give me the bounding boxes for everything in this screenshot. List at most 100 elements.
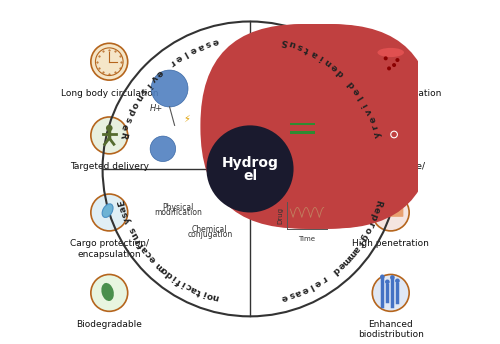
Text: e: e (313, 277, 322, 288)
Circle shape (372, 43, 409, 80)
Text: e: e (147, 253, 158, 264)
Circle shape (272, 181, 284, 193)
Text: R: R (117, 130, 128, 139)
Text: a: a (350, 244, 361, 254)
Text: Physical: Physical (162, 203, 194, 212)
Text: i: i (170, 273, 178, 282)
Text: l: l (308, 281, 315, 291)
Text: el: el (243, 169, 257, 183)
Circle shape (392, 63, 396, 67)
Text: o: o (160, 265, 170, 276)
Text: E: E (117, 199, 128, 207)
Text: Time: Time (298, 236, 316, 242)
Ellipse shape (102, 204, 113, 217)
Text: Compartmentalization: Compartmentalization (340, 88, 442, 97)
Text: Hydrog: Hydrog (222, 156, 278, 170)
Text: d: d (164, 268, 174, 279)
Text: i: i (202, 289, 207, 298)
Text: a: a (190, 283, 198, 294)
Text: Drug: Drug (278, 207, 283, 224)
Text: r: r (168, 57, 176, 67)
Text: m: m (154, 260, 167, 273)
Circle shape (106, 125, 112, 131)
Circle shape (395, 279, 400, 283)
FancyBboxPatch shape (204, 24, 422, 228)
Text: e: e (188, 44, 198, 55)
FancyBboxPatch shape (208, 24, 426, 228)
Circle shape (91, 194, 128, 231)
Text: Drug: Drug (298, 56, 316, 65)
Text: n: n (212, 292, 220, 302)
FancyBboxPatch shape (216, 24, 434, 228)
Text: release: release (293, 60, 321, 69)
Text: r: r (370, 123, 380, 130)
Text: m: m (344, 248, 358, 261)
Circle shape (150, 136, 176, 162)
Text: i: i (180, 279, 188, 288)
Text: Targeted delivery: Targeted delivery (70, 162, 149, 171)
Text: d: d (336, 67, 346, 78)
Text: n: n (323, 56, 334, 68)
Text: S: S (280, 36, 288, 46)
Text: y: y (372, 131, 383, 139)
Text: s: s (288, 290, 295, 300)
Circle shape (387, 66, 391, 71)
Text: • Dox: • Dox (324, 184, 344, 190)
Circle shape (372, 117, 409, 154)
FancyBboxPatch shape (290, 131, 314, 134)
Text: s: s (122, 115, 132, 123)
Text: r: r (366, 220, 376, 228)
Text: f: f (175, 276, 183, 286)
Circle shape (396, 58, 400, 62)
Text: v: v (148, 73, 159, 84)
Text: High penetration: High penetration (352, 239, 429, 248)
FancyBboxPatch shape (290, 127, 314, 130)
Text: Long body circulation: Long body circulation (60, 88, 158, 97)
Text: s: s (138, 86, 148, 96)
Circle shape (206, 125, 294, 213)
Text: p: p (125, 107, 136, 117)
Text: l: l (182, 49, 189, 58)
Text: a: a (140, 244, 150, 255)
Text: micelle: micelle (284, 190, 308, 195)
Text: e: e (212, 36, 220, 46)
Text: e: e (300, 284, 310, 295)
Text: e: e (280, 292, 288, 302)
Text: t: t (196, 286, 203, 296)
Text: r: r (320, 274, 328, 284)
Text: R: R (372, 199, 383, 208)
Text: Enhanced
biodistribution: Enhanced biodistribution (358, 320, 424, 339)
Circle shape (372, 275, 409, 311)
Text: e: e (352, 86, 362, 96)
Text: ⚡: ⚡ (183, 114, 190, 123)
Ellipse shape (378, 48, 404, 57)
Text: e: e (154, 67, 164, 78)
Text: r: r (355, 238, 365, 247)
Text: a: a (310, 48, 320, 59)
Circle shape (372, 194, 409, 231)
Text: y: y (122, 215, 133, 224)
Text: d: d (346, 79, 358, 90)
Text: v: v (364, 107, 374, 116)
Text: modification: modification (154, 208, 202, 217)
FancyBboxPatch shape (290, 136, 314, 138)
Circle shape (385, 279, 390, 284)
Text: e: e (368, 115, 378, 124)
FancyBboxPatch shape (212, 24, 430, 228)
Text: t: t (303, 45, 311, 55)
FancyBboxPatch shape (378, 204, 404, 217)
Text: c: c (184, 281, 194, 292)
Text: e: e (330, 62, 340, 73)
Text: Cargo protection/
encapsulation: Cargo protection/ encapsulation (70, 239, 149, 259)
Text: o: o (206, 290, 214, 300)
Text: a: a (294, 287, 302, 298)
Text: s: s (128, 226, 138, 235)
Text: o: o (129, 100, 140, 109)
Text: f: f (137, 240, 146, 249)
Text: r: r (134, 236, 143, 244)
Circle shape (151, 70, 188, 107)
Circle shape (380, 275, 384, 279)
Text: s: s (204, 38, 212, 49)
Text: e: e (336, 260, 346, 270)
FancyBboxPatch shape (294, 68, 320, 95)
